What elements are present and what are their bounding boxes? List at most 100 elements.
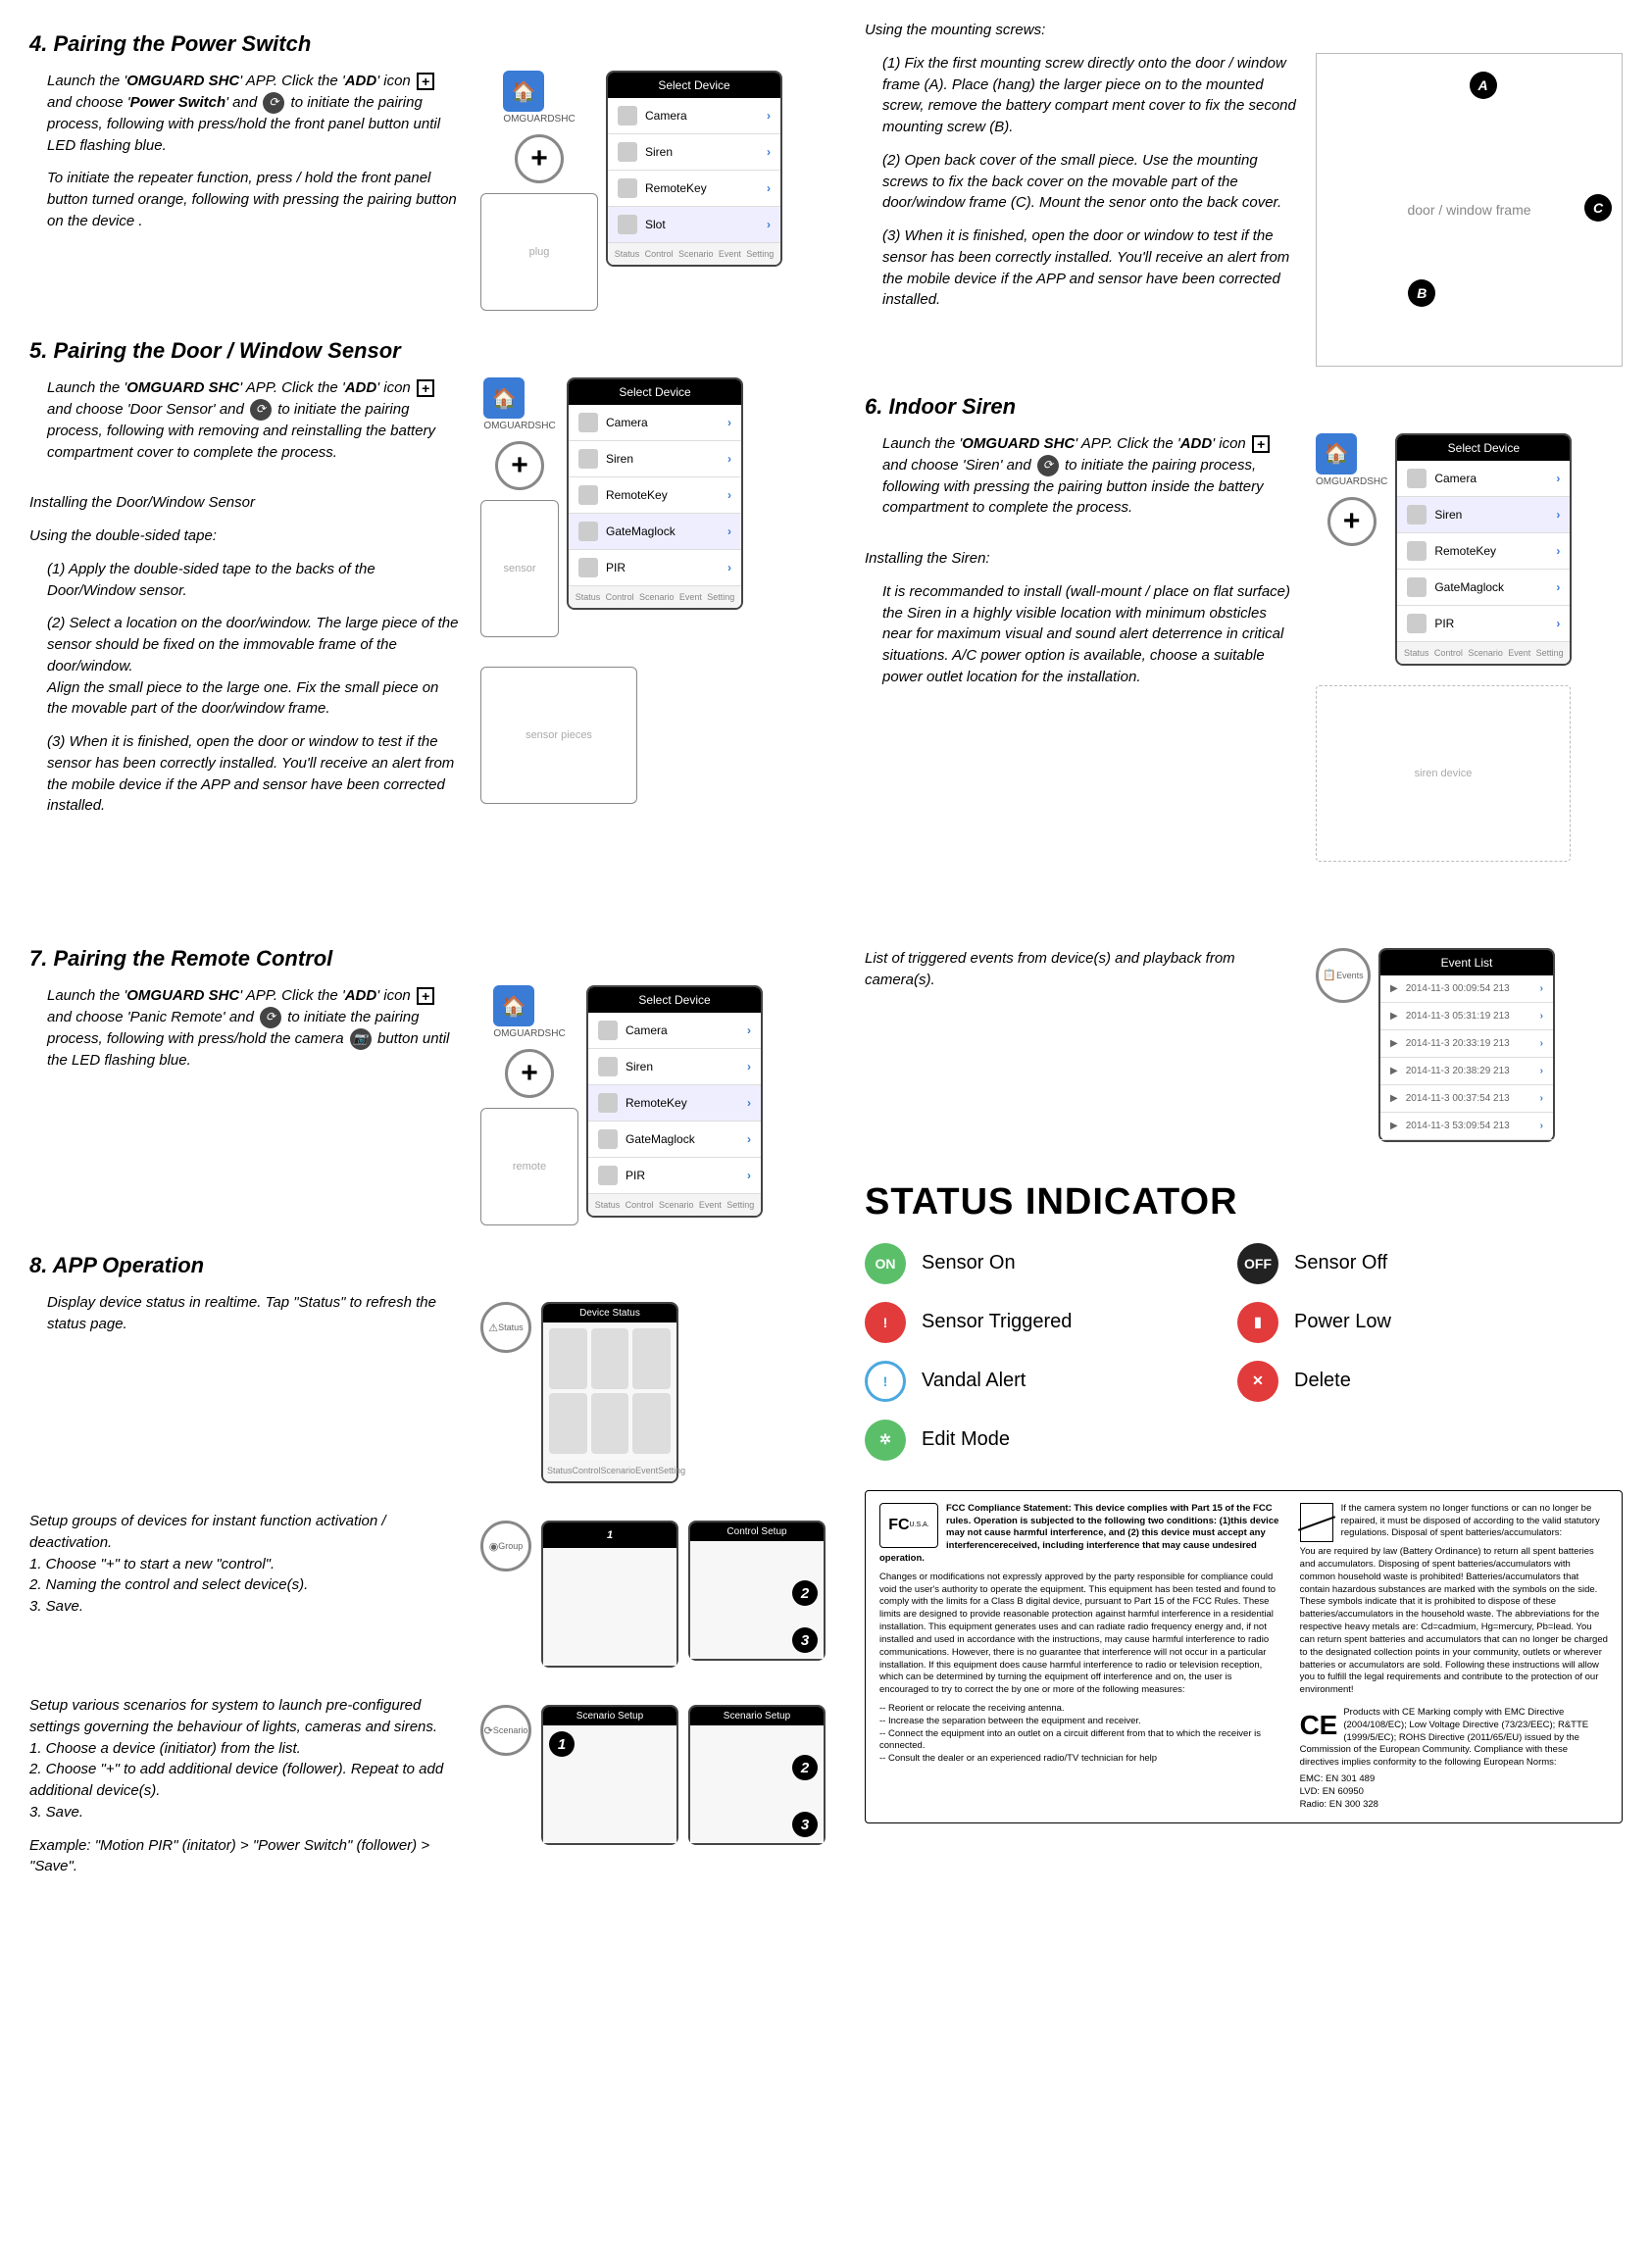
bin1-text: If the camera system no longer functions…	[1341, 1503, 1600, 1539]
alert-icon: !	[865, 1302, 906, 1343]
chevron-right-icon: ›	[747, 1060, 751, 1073]
phone-header: Select Device	[588, 987, 761, 1013]
list-item[interactable]: Siren›	[569, 441, 741, 477]
left-column: 4. Pairing the Power Switch Launch the '…	[29, 20, 826, 1917]
list-item[interactable]: Siren›	[588, 1049, 761, 1085]
phone-mock-select: Select Device Camera› Siren› RemoteKey› …	[606, 71, 782, 267]
s5-block: Launch the 'OMGUARD SHC' APP. Click the …	[29, 377, 826, 828]
add-circle-icon: +	[515, 134, 564, 183]
fcc-body: Changes or modifications not expressly a…	[879, 1572, 1280, 1697]
plus-icon: +	[417, 987, 434, 1005]
phone-header: Select Device	[1397, 435, 1570, 461]
bin2-text: You are required by law (Battery Ordinan…	[1300, 1546, 1608, 1697]
battery-icon: ▮	[1237, 1302, 1278, 1343]
ce-mark-icon: C E	[1300, 1707, 1334, 1744]
list-item[interactable]: RemoteKey›	[569, 477, 741, 514]
s4-title: 4. Pairing the Power Switch	[29, 31, 826, 57]
list-item[interactable]: GateMaglock›	[569, 514, 741, 550]
plus-icon: +	[417, 73, 434, 90]
phone-mock-select: Select Device Camera› Siren› RemoteKey› …	[586, 985, 763, 1218]
phone-footer: StatusControlScenarioEventSetting	[588, 1194, 761, 1216]
list-item[interactable]: ▶2014-11-3 00:09:54 213›	[1380, 975, 1553, 1003]
list-item[interactable]: RemoteKey›	[1397, 533, 1570, 570]
list-item[interactable]: RemoteKey›	[588, 1085, 761, 1122]
s6-install-text: It is recommanded to install (wall-mount…	[865, 581, 1296, 688]
camera-icon	[598, 1021, 618, 1040]
s8-example: Example: "Motion PIR" (initator) > "Powe…	[29, 1835, 461, 1878]
right-column: Using the mounting screws: (1) Fix the f…	[865, 20, 1623, 1917]
weee-bin-icon	[1300, 1503, 1333, 1542]
fcc-logo-icon: FCU.S.A.	[879, 1503, 938, 1548]
list-item[interactable]: PIR›	[569, 550, 741, 586]
ce-norms: EMC: EN 301 489 LVD: EN 60950 Radio: EN …	[1300, 1773, 1608, 1811]
ce-text: Products with CE Marking comply with EMC…	[1300, 1707, 1588, 1768]
status-triggered: !Sensor Triggered	[865, 1302, 1178, 1343]
s7-title: 7. Pairing the Remote Control	[29, 946, 826, 972]
list-item[interactable]: ▶2014-11-3 53:09:54 213›	[1380, 1113, 1553, 1140]
list-item[interactable]: RemoteKey›	[608, 171, 780, 207]
sensor-tape-illustration: sensor pieces	[480, 667, 637, 804]
phone-header: 1	[543, 1522, 676, 1548]
list-item[interactable]: ▶2014-11-3 20:33:19 213›	[1380, 1030, 1553, 1058]
delete-icon: ✕	[1237, 1361, 1278, 1402]
camera-icon	[618, 106, 637, 125]
s8-block3: Setup various scenarios for system to la…	[29, 1695, 826, 1889]
slot-icon	[618, 215, 637, 234]
lock-icon	[598, 1129, 618, 1149]
s6-install-title: Installing the Siren:	[865, 548, 1296, 570]
phone-header: Scenario Setup	[690, 1707, 824, 1725]
label-a: A	[1470, 72, 1497, 99]
list-item[interactable]: Siren›	[608, 134, 780, 171]
off-icon: OFF	[1237, 1243, 1278, 1284]
list-item[interactable]: GateMaglock›	[588, 1122, 761, 1158]
phone-mock-control: 1	[541, 1521, 678, 1668]
s8-p1: Display device status in realtime. Tap "…	[29, 1292, 461, 1335]
phone-header: Scenario Setup	[543, 1707, 676, 1725]
status-on: ONSensor On	[865, 1243, 1178, 1284]
list-item[interactable]: Slot›	[608, 207, 780, 243]
list-item[interactable]: ▶2014-11-3 00:37:54 213›	[1380, 1085, 1553, 1113]
mounting-drawing: A B C door / window frame	[1316, 53, 1623, 367]
add-circle-icon: +	[495, 441, 544, 490]
list-item[interactable]: GateMaglock›	[1397, 570, 1570, 606]
chevron-right-icon: ›	[747, 1132, 751, 1146]
list-item[interactable]: PIR›	[1397, 606, 1570, 642]
door-sensor-illustration: sensor	[480, 500, 559, 637]
list-item[interactable]: PIR›	[588, 1158, 761, 1194]
s4-p2: To initiate the repeater function, press…	[29, 168, 461, 231]
s8-title: 8. APP Operation	[29, 1253, 826, 1278]
events-text: List of triggered events from device(s) …	[865, 948, 1296, 991]
chevron-right-icon: ›	[747, 1169, 751, 1182]
events-block: List of triggered events from device(s) …	[865, 948, 1623, 1142]
list-item[interactable]: ▶2014-11-3 20:38:29 213›	[1380, 1058, 1553, 1085]
phone-mock-control2: Control Setup 2 3	[688, 1521, 826, 1661]
fcc-bullets: -- Reorient or relocate the receiving an…	[879, 1703, 1280, 1766]
list-item[interactable]: Camera›	[588, 1013, 761, 1049]
status-edit: ✲Edit Mode	[865, 1420, 1178, 1461]
pair-icon: ⟳	[250, 399, 272, 421]
list-item[interactable]: Camera›	[608, 98, 780, 134]
group-callout-icon: ◉Group	[480, 1521, 531, 1572]
chevron-right-icon: ›	[727, 561, 731, 574]
pir-icon	[598, 1166, 618, 1185]
list-item[interactable]: ▶2014-11-3 05:31:19 213›	[1380, 1003, 1553, 1030]
list-item[interactable]: Camera›	[1397, 461, 1570, 497]
siren-illustration: siren device	[1316, 685, 1571, 862]
camera-icon	[578, 413, 598, 432]
power-switch-illustration: plug	[480, 193, 598, 311]
mount-1: (1) Fix the first mounting screw directl…	[865, 53, 1296, 138]
chevron-right-icon: ›	[1556, 472, 1560, 485]
gear-icon: ✲	[865, 1420, 906, 1461]
chevron-right-icon: ›	[727, 416, 731, 429]
s4-block: Launch the 'OMGUARD SHC' APP. Click the …	[29, 71, 826, 311]
remote-icon	[578, 485, 598, 505]
list-item[interactable]: Siren›	[1397, 497, 1570, 533]
phone-footer: StatusControlScenarioEventSetting	[1397, 642, 1570, 664]
fcc-head: FCC Compliance Statement: This device co…	[879, 1503, 1278, 1564]
status-delete: ✕Delete	[1237, 1361, 1551, 1402]
chevron-right-icon: ›	[767, 109, 771, 123]
status-vandal: !Vandal Alert	[865, 1361, 1178, 1402]
phone-header: Select Device	[608, 73, 780, 98]
list-item[interactable]: Camera›	[569, 405, 741, 441]
chevron-right-icon: ›	[747, 1096, 751, 1110]
